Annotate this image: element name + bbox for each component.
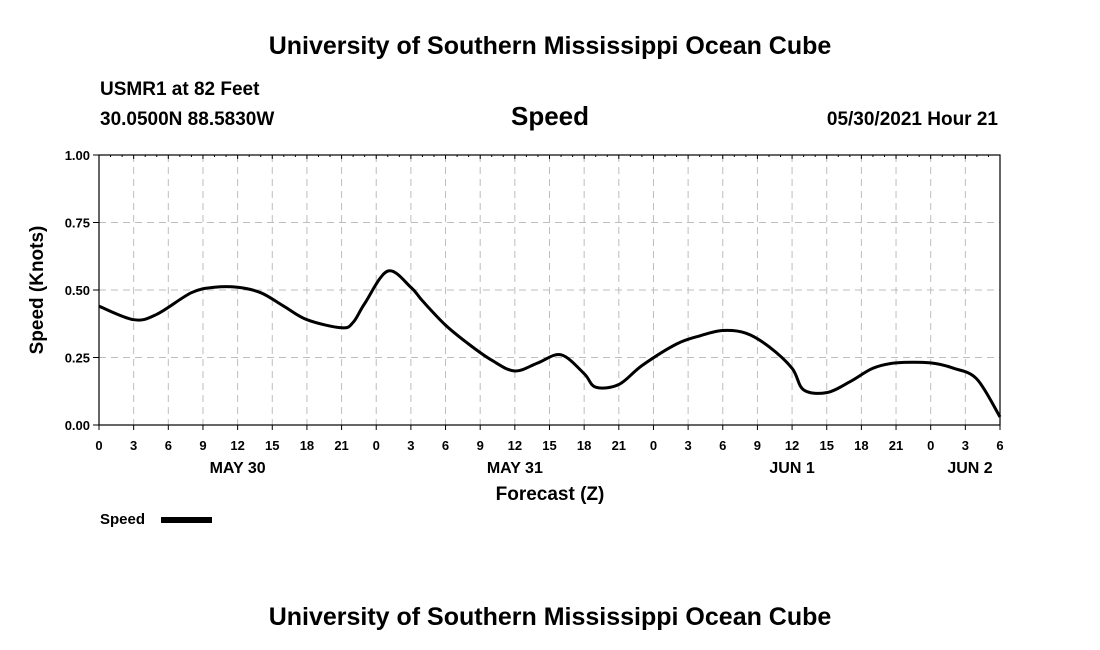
x-tick-label: 15	[265, 438, 279, 453]
timestamp-label: 05/30/2021 Hour 21	[827, 109, 999, 130]
x-tick-label: 21	[889, 438, 903, 453]
date-label: JUN 2	[947, 460, 992, 477]
y-tick-label: 0.75	[65, 216, 90, 231]
x-tick-label: 15	[819, 438, 833, 453]
legend-swatch	[161, 517, 212, 523]
x-tick-label: 9	[754, 438, 761, 453]
x-tick-label: 21	[334, 438, 348, 453]
x-tick-label: 18	[300, 438, 314, 453]
x-tick-label: 18	[577, 438, 591, 453]
x-tick-label: 0	[373, 438, 380, 453]
y-tick-label: 1.00	[65, 148, 90, 163]
x-tick-label: 6	[996, 438, 1003, 453]
x-tick-label: 12	[508, 438, 522, 453]
axis-ticks	[93, 154, 1001, 430]
x-tick-label: 0	[927, 438, 934, 453]
x-tick-label: 12	[230, 438, 244, 453]
x-tick-label: 6	[442, 438, 449, 453]
x-tick-label: 3	[130, 438, 137, 453]
x-tick-label: 6	[719, 438, 726, 453]
y-tick-label: 0.50	[65, 283, 90, 298]
y-axis-label: Speed (Knots)	[27, 226, 48, 355]
x-tick-label: 21	[612, 438, 626, 453]
date-label: MAY 31	[487, 460, 543, 477]
station-label: USMR1 at 82 Feet	[100, 79, 260, 100]
x-tick-label: 3	[407, 438, 414, 453]
x-tick-label: 15	[542, 438, 556, 453]
bottom-title: University of Southern Mississippi Ocean…	[269, 603, 832, 631]
speed-series-line	[98, 269, 1002, 418]
date-label: JUN 1	[769, 460, 814, 477]
x-tick-label: 6	[165, 438, 172, 453]
x-tick-label: 9	[199, 438, 206, 453]
x-tick-label: 3	[684, 438, 691, 453]
date-label: MAY 30	[210, 460, 266, 477]
y-tick-label: 0.25	[65, 351, 90, 366]
x-tick-label: 18	[854, 438, 868, 453]
x-tick-label: 9	[477, 438, 484, 453]
x-tick-label: 12	[785, 438, 799, 453]
location-label: 30.0500N 88.5830W	[100, 109, 274, 130]
legend-label: Speed	[100, 511, 145, 528]
y-tick-label: 0.00	[65, 418, 90, 433]
top-title: University of Southern Mississippi Ocean…	[269, 32, 832, 60]
x-axis-label: Forecast (Z)	[496, 484, 605, 505]
x-tick-label: 0	[650, 438, 657, 453]
gridlines	[99, 155, 1000, 425]
tick-labels: 0.00 0.25 0.50 0.75 1.00 0 3 6 9 12 15 18 21 0 3 6 9 12 15…	[65, 148, 1004, 477]
x-tick-label: 0	[95, 438, 102, 453]
chart-title: Speed	[511, 101, 589, 131]
x-tick-label: 3	[962, 438, 969, 453]
